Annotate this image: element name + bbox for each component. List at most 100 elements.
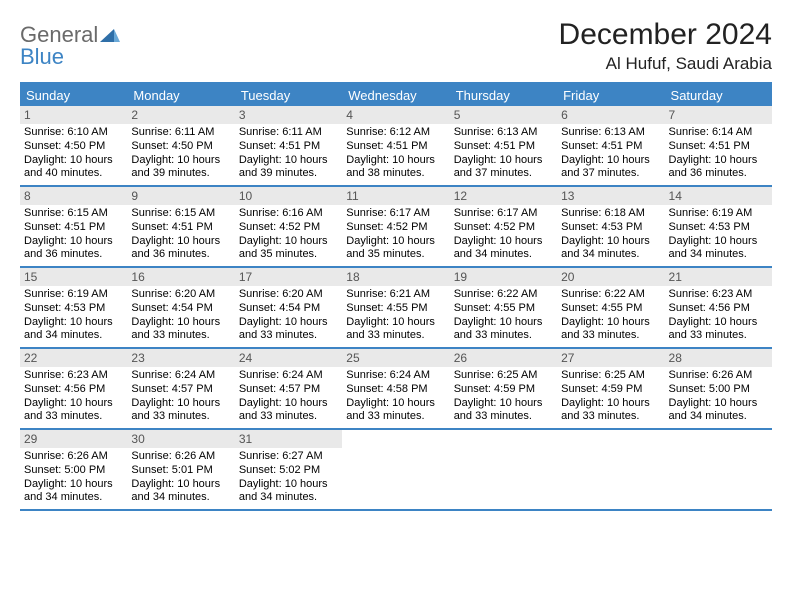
info-line-d1: Daylight: 10 hours — [239, 478, 338, 492]
info-line-d1: Daylight: 10 hours — [669, 397, 768, 411]
day-number: 12 — [450, 187, 557, 205]
day-cell: 15 Sunrise: 6:19 AMSunset: 4:53 PMDayligh… — [20, 268, 127, 347]
info-line-sr: Sunrise: 6:19 AM — [669, 207, 768, 221]
day-number: 5 — [450, 106, 557, 124]
info-line-d2: and 38 minutes. — [346, 167, 445, 181]
info-line-d2: and 33 minutes. — [239, 410, 338, 424]
info-line-ss: Sunset: 4:51 PM — [454, 140, 553, 154]
day-number: 21 — [665, 268, 772, 286]
info-line-d1: Daylight: 10 hours — [454, 316, 553, 330]
day-number: 18 — [342, 268, 449, 286]
info-line-sr: Sunrise: 6:20 AM — [239, 288, 338, 302]
info-line-sr: Sunrise: 6:18 AM — [561, 207, 660, 221]
day-number: 10 — [235, 187, 342, 205]
day-number: 14 — [665, 187, 772, 205]
info-line-d1: Daylight: 10 hours — [454, 154, 553, 168]
info-line-d1: Daylight: 10 hours — [24, 235, 123, 249]
day-cell: 1Sunrise: 6:10 AMSunset: 4:50 PMDaylight… — [20, 106, 127, 185]
info-line-ss: Sunset: 4:57 PM — [239, 383, 338, 397]
day-cell: 13Sunrise: 6:18 AMSunset: 4:53 PMDayligh… — [557, 187, 664, 266]
info-line-d2: and 39 minutes. — [239, 167, 338, 181]
info-line-d1: Daylight: 10 hours — [669, 154, 768, 168]
logo-text: General Blue — [20, 22, 120, 68]
info-line-d1: Daylight: 10 hours — [669, 235, 768, 249]
day-info: Sunrise: 6:12 AMSunset: 4:51 PMDaylight:… — [346, 126, 445, 181]
day-cell: 25Sunrise: 6:24 AMSunset: 4:58 PMDayligh… — [342, 349, 449, 428]
week-row: 15 Sunrise: 6:19 AMSunset: 4:53 PMDayligh… — [20, 268, 772, 349]
info-line-ss: Sunset: 4:51 PM — [561, 140, 660, 154]
info-line-ss: Sunset: 5:00 PM — [24, 464, 123, 478]
info-line-d2: and 33 minutes. — [454, 329, 553, 343]
info-line-ss: Sunset: 4:55 PM — [454, 302, 553, 316]
info-line-d2: and 35 minutes. — [239, 248, 338, 262]
info-line-ss: Sunset: 5:01 PM — [131, 464, 230, 478]
info-line-sr: Sunrise: 6:23 AM — [669, 288, 768, 302]
info-line-d1: Daylight: 10 hours — [346, 397, 445, 411]
week-row: 29Sunrise: 6:26 AMSunset: 5:00 PMDayligh… — [20, 430, 772, 511]
day-cell: 14 Sunrise: 6:19 AMSunset: 4:53 PMDayligh… — [665, 187, 772, 266]
info-line-d2: and 33 minutes. — [346, 329, 445, 343]
info-line-d2: and 33 minutes. — [346, 410, 445, 424]
page: General Blue December 2024 Al Hufuf, Sau… — [0, 0, 792, 511]
info-line-d2: and 33 minutes. — [669, 329, 768, 343]
day-cell: 11Sunrise: 6:17 AMSunset: 4:52 PMDayligh… — [342, 187, 449, 266]
day-number: 2 — [127, 106, 234, 124]
dow-thursday: Thursday — [450, 84, 557, 106]
day-number: 4 — [342, 106, 449, 124]
info-line-ss: Sunset: 4:52 PM — [239, 221, 338, 235]
info-line-ss: Sunset: 4:56 PM — [669, 302, 768, 316]
info-line-sr: Sunrise: 6:13 AM — [561, 126, 660, 140]
dow-friday: Friday — [557, 84, 664, 106]
info-line-ss: Sunset: 4:52 PM — [454, 221, 553, 235]
info-line-sr: Sunrise: 6:26 AM — [131, 450, 230, 464]
day-info: Sunrise: 6:17 AMSunset: 4:52 PMDaylight:… — [454, 207, 553, 262]
day-number: 31 — [235, 430, 342, 448]
day-number: 30 — [127, 430, 234, 448]
day-info: Sunrise: 6:19 AMSunset: 4:53 PMDaylight:… — [24, 288, 123, 343]
location: Al Hufuf, Saudi Arabia — [559, 54, 772, 74]
day-cell: 29Sunrise: 6:26 AMSunset: 5:00 PMDayligh… — [20, 430, 127, 509]
day-cell: 6Sunrise: 6:13 AMSunset: 4:51 PMDaylight… — [557, 106, 664, 185]
day-cell: 12 Sunrise: 6:17 AMSunset: 4:52 PMDayligh… — [450, 187, 557, 266]
info-line-d1: Daylight: 10 hours — [239, 235, 338, 249]
info-line-d1: Daylight: 10 hours — [561, 316, 660, 330]
info-line-sr: Sunrise: 6:25 AM — [454, 369, 553, 383]
day-info: Sunrise: 6:19 AMSunset: 4:53 PMDaylight:… — [669, 207, 768, 262]
info-line-d2: and 33 minutes. — [561, 329, 660, 343]
info-line-ss: Sunset: 4:59 PM — [454, 383, 553, 397]
info-line-d1: Daylight: 10 hours — [239, 397, 338, 411]
brand-logo: General Blue — [20, 18, 120, 68]
info-line-d2: and 36 minutes. — [24, 248, 123, 262]
info-line-sr: Sunrise: 6:16 AM — [239, 207, 338, 221]
info-line-ss: Sunset: 4:50 PM — [131, 140, 230, 154]
day-cell: 5Sunrise: 6:13 AMSunset: 4:51 PMDaylight… — [450, 106, 557, 185]
info-line-d1: Daylight: 10 hours — [24, 316, 123, 330]
info-line-d1: Daylight: 10 hours — [131, 235, 230, 249]
day-cell: 23Sunrise: 6:24 AMSunset: 4:57 PMDayligh… — [127, 349, 234, 428]
day-cell: 30Sunrise: 6:26 AMSunset: 5:01 PMDayligh… — [127, 430, 234, 509]
day-number: 19 — [450, 268, 557, 286]
info-line-ss: Sunset: 4:59 PM — [561, 383, 660, 397]
info-line-d2: and 34 minutes. — [239, 491, 338, 505]
day-info: Sunrise: 6:27 AMSunset: 5:02 PMDaylight:… — [239, 450, 338, 505]
info-line-ss: Sunset: 4:51 PM — [239, 140, 338, 154]
info-line-d1: Daylight: 10 hours — [131, 316, 230, 330]
day-number: 23 — [127, 349, 234, 367]
day-cell: 3Sunrise: 6:11 AMSunset: 4:51 PMDaylight… — [235, 106, 342, 185]
day-number: 20 — [557, 268, 664, 286]
info-line-ss: Sunset: 4:51 PM — [131, 221, 230, 235]
info-line-d2: and 33 minutes. — [561, 410, 660, 424]
day-number: 15 — [20, 268, 127, 286]
info-line-ss: Sunset: 4:53 PM — [24, 302, 123, 316]
title-block: December 2024 Al Hufuf, Saudi Arabia — [559, 18, 772, 74]
day-cell: 20 Sunrise: 6:22 AMSunset: 4:55 PMDayligh… — [557, 268, 664, 347]
info-line-ss: Sunset: 4:54 PM — [239, 302, 338, 316]
info-line-sr: Sunrise: 6:26 AM — [24, 450, 123, 464]
info-line-sr: Sunrise: 6:23 AM — [24, 369, 123, 383]
info-line-sr: Sunrise: 6:27 AM — [239, 450, 338, 464]
info-line-ss: Sunset: 4:51 PM — [669, 140, 768, 154]
day-info: Sunrise: 6:22 AMSunset: 4:55 PMDaylight:… — [561, 288, 660, 343]
day-number: 6 — [557, 106, 664, 124]
info-line-d2: and 37 minutes. — [561, 167, 660, 181]
info-line-sr: Sunrise: 6:25 AM — [561, 369, 660, 383]
